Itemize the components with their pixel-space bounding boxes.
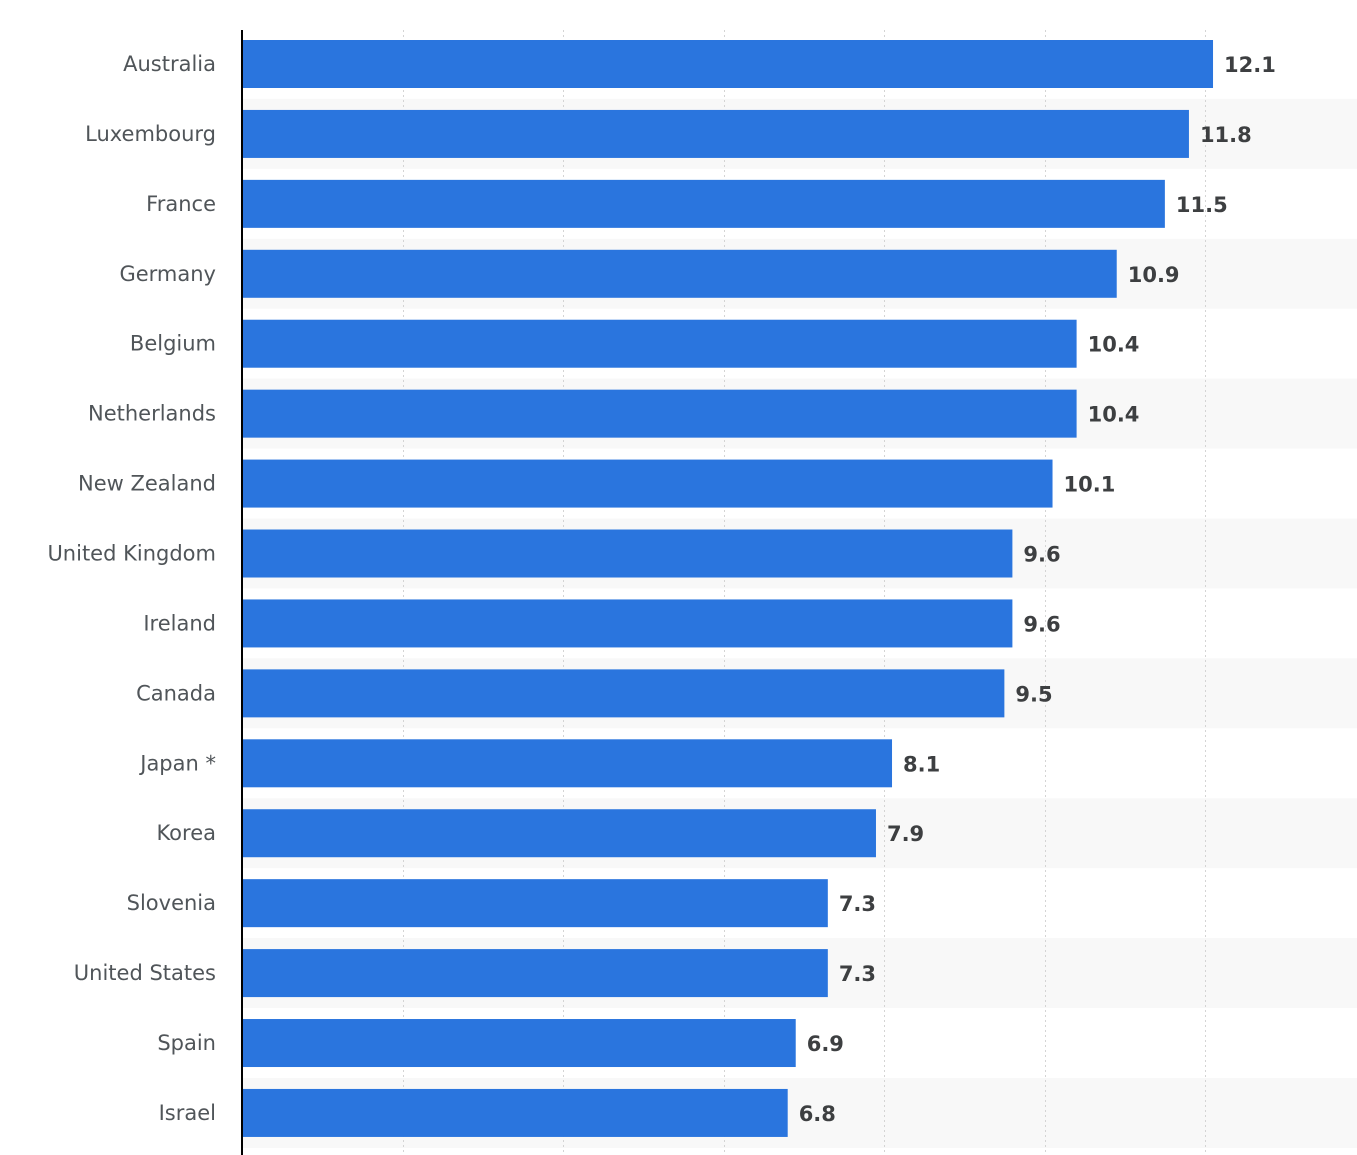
category-label: Australia [123,52,216,76]
bar [243,459,1053,508]
value-label: 10.4 [1088,333,1140,357]
value-label: 9.6 [1023,543,1060,567]
bar [243,879,828,928]
bars [243,40,1214,1137]
bar [243,389,1077,438]
value-label: 10.1 [1064,473,1116,497]
value-label: 9.5 [1015,682,1052,706]
category-label: United States [74,961,216,985]
category-label: Japan * [138,751,216,775]
value-label: 10.4 [1088,403,1140,427]
value-label: 11.8 [1200,123,1252,147]
category-label: Ireland [143,611,216,635]
bar [243,1088,788,1137]
value-label: 7.3 [839,962,876,986]
bar [243,1019,796,1068]
bar [243,739,893,788]
value-label: 11.5 [1176,193,1228,217]
category-label: United Kingdom [47,542,216,566]
bar [243,599,1013,648]
value-labels: 12.1 11.8 11.5 10.9 10.4 10.4 10.1 9.6 9.6 9.5 8.1… [799,53,1276,1126]
bar [243,809,876,858]
bar [243,529,1013,578]
value-label: 12.1 [1224,53,1276,77]
value-label: 7.9 [887,822,924,846]
category-label: Netherlands [88,402,216,426]
category-labels: Australia Luxembourg France Germany Belgium N… [47,52,216,1125]
value-label: 8.1 [903,752,940,776]
category-label: France [146,192,216,216]
value-label: 6.9 [807,1032,844,1056]
bar [243,179,1165,228]
value-label: 6.8 [799,1102,836,1126]
bar [243,109,1189,158]
bar [243,319,1077,368]
category-label: Slovenia [127,891,216,915]
category-label: Germany [119,262,216,286]
category-label: Korea [156,821,216,845]
category-label: Canada [136,681,216,705]
bar [243,249,1117,298]
category-label: Luxembourg [85,122,216,146]
bar [243,949,828,998]
bar [243,40,1214,88]
category-label: Spain [157,1031,216,1055]
category-label: Belgium [130,332,216,356]
value-label: 9.6 [1023,612,1060,636]
category-label: New Zealand [78,472,216,496]
category-label: Israel [159,1101,216,1125]
value-label: 10.9 [1128,263,1180,287]
bar [243,669,1005,718]
value-label: 7.3 [839,892,876,916]
